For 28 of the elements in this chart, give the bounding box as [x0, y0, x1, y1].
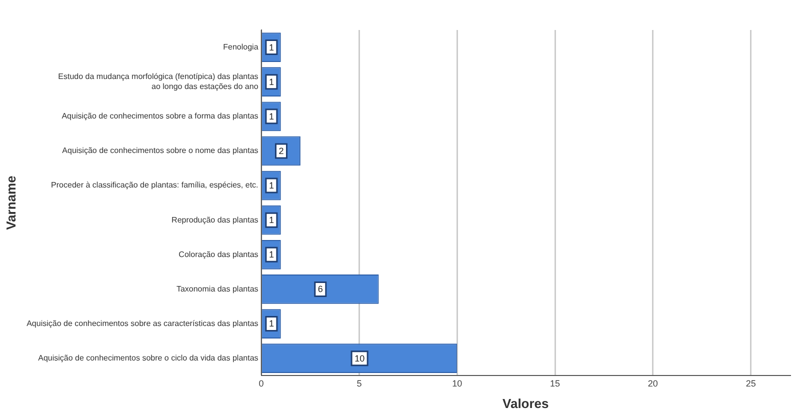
y-axis-title: Varname — [3, 176, 18, 230]
y-tick-label: Aquisição de conhecimentos sobre as características das plantas — [26, 318, 258, 328]
data-label: 1 — [268, 76, 274, 87]
y-tick-label: Aquisição de conhecimentos sobre o ciclo da vida das plantas — [38, 354, 258, 363]
y-tick-label: Estudo da mudança morfológica (fenotípica) das plantas ao longo das estações do ano — [58, 72, 259, 91]
y-tick-label: Proceder à classificação de plantas: família, espécies, etc. — [51, 180, 258, 190]
x-tick-label: 5 — [356, 378, 362, 388]
y-tick-label: Aquisição de conhecimentos sobre a forma das plantas — [62, 112, 258, 121]
x-tick-label: 25 — [746, 378, 756, 388]
x-axis-title: Valores — [502, 396, 549, 411]
x-tick-label: 0 — [258, 378, 264, 388]
y-tick-label: Reprodução das plantas — [172, 215, 258, 224]
data-label: 1 — [268, 180, 274, 191]
x-tick-label: 20 — [648, 378, 658, 388]
data-label: 1 — [268, 250, 274, 260]
y-tick-label: Fenologia — [223, 42, 259, 52]
y-tick-label: Taxonomia das plantas — [176, 284, 258, 294]
data-label: 2 — [278, 146, 284, 156]
data-label: 6 — [318, 284, 323, 294]
x-tick-label: 10 — [452, 378, 462, 388]
x-tick-label: 15 — [550, 378, 560, 388]
data-label: 1 — [268, 318, 274, 329]
data-label: 1 — [268, 42, 274, 52]
y-tick-label: Aquisição de conhecimentos sobre o nome das plantas — [62, 146, 258, 156]
data-label: 1 — [268, 215, 274, 226]
data-label: 1 — [268, 111, 274, 122]
y-tick-label: Coloração das plantas — [178, 250, 258, 259]
data-label: 10 — [354, 353, 365, 364]
